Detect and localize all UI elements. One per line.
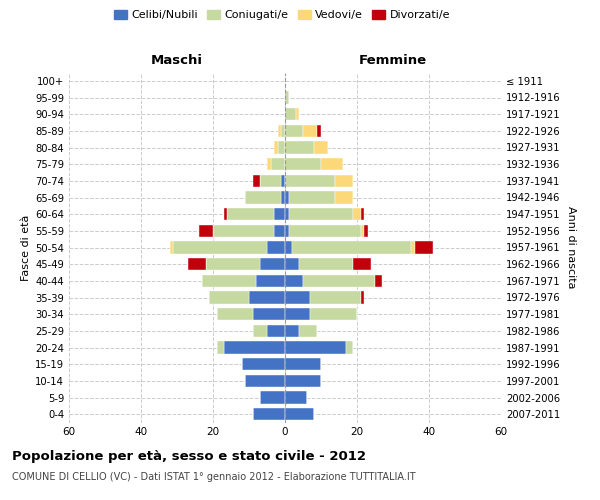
Bar xyxy=(227,208,274,220)
Bar xyxy=(299,324,317,337)
Bar xyxy=(256,274,285,287)
Bar xyxy=(361,224,364,237)
Bar xyxy=(317,124,321,137)
Bar xyxy=(267,158,271,170)
Bar xyxy=(285,341,346,354)
Bar xyxy=(289,208,353,220)
Bar xyxy=(253,174,260,187)
Bar xyxy=(289,224,361,237)
Bar xyxy=(224,341,285,354)
Bar xyxy=(278,124,281,137)
Text: COMUNE DI CELLIO (VC) - Dati ISTAT 1° gennaio 2012 - Elaborazione TUTTITALIA.IT: COMUNE DI CELLIO (VC) - Dati ISTAT 1° ge… xyxy=(12,472,416,482)
Bar xyxy=(260,391,285,404)
Bar xyxy=(411,242,415,254)
Bar xyxy=(303,274,375,287)
Bar xyxy=(285,308,310,320)
Bar xyxy=(249,291,285,304)
Text: Popolazione per età, sesso e stato civile - 2012: Popolazione per età, sesso e stato civil… xyxy=(12,450,366,463)
Bar xyxy=(285,408,314,420)
Bar xyxy=(285,274,303,287)
Bar xyxy=(285,108,296,120)
Bar xyxy=(285,174,335,187)
Bar xyxy=(199,224,213,237)
Text: Femmine: Femmine xyxy=(359,54,427,68)
Bar xyxy=(285,91,289,104)
Bar xyxy=(285,324,299,337)
Bar xyxy=(281,124,285,137)
Bar xyxy=(260,174,281,187)
Bar xyxy=(353,208,361,220)
Bar xyxy=(271,158,285,170)
Bar xyxy=(281,174,285,187)
Bar xyxy=(224,208,227,220)
Bar xyxy=(303,124,317,137)
Bar xyxy=(289,191,335,204)
Bar xyxy=(285,291,310,304)
Bar xyxy=(310,291,361,304)
Bar xyxy=(274,141,278,154)
Bar xyxy=(310,308,357,320)
Bar xyxy=(285,158,321,170)
Bar xyxy=(285,224,289,237)
Bar xyxy=(353,258,371,270)
Bar xyxy=(314,141,328,154)
Bar xyxy=(217,308,253,320)
Bar xyxy=(170,242,173,254)
Bar xyxy=(260,258,285,270)
Bar xyxy=(335,191,353,204)
Bar xyxy=(278,141,285,154)
Bar xyxy=(267,324,285,337)
Bar xyxy=(253,308,285,320)
Bar xyxy=(285,141,314,154)
Bar xyxy=(285,358,321,370)
Bar xyxy=(206,258,260,270)
Bar xyxy=(213,224,274,237)
Bar xyxy=(361,291,364,304)
Bar xyxy=(245,191,281,204)
Bar xyxy=(217,341,224,354)
Bar xyxy=(299,258,353,270)
Bar xyxy=(375,274,382,287)
Bar xyxy=(285,374,321,387)
Bar xyxy=(346,341,353,354)
Bar xyxy=(285,242,292,254)
Bar xyxy=(173,242,267,254)
Bar xyxy=(285,391,307,404)
Legend: Celibi/Nubili, Coniugati/e, Vedovi/e, Divorzati/e: Celibi/Nubili, Coniugati/e, Vedovi/e, Di… xyxy=(109,6,455,25)
Bar xyxy=(274,224,285,237)
Bar xyxy=(292,242,411,254)
Bar xyxy=(285,124,303,137)
Bar xyxy=(285,258,299,270)
Bar xyxy=(296,108,299,120)
Bar xyxy=(202,274,256,287)
Bar xyxy=(245,374,285,387)
Bar xyxy=(267,242,285,254)
Bar xyxy=(209,291,249,304)
Y-axis label: Fasce di età: Fasce di età xyxy=(21,214,31,280)
Bar xyxy=(415,242,433,254)
Y-axis label: Anni di nascita: Anni di nascita xyxy=(566,206,576,288)
Bar xyxy=(364,224,368,237)
Bar xyxy=(285,208,289,220)
Bar xyxy=(253,324,267,337)
Bar xyxy=(285,191,289,204)
Bar xyxy=(242,358,285,370)
Text: Maschi: Maschi xyxy=(151,54,203,68)
Bar xyxy=(281,191,285,204)
Bar xyxy=(253,408,285,420)
Bar xyxy=(361,208,364,220)
Bar xyxy=(321,158,343,170)
Bar xyxy=(335,174,353,187)
Bar xyxy=(274,208,285,220)
Bar xyxy=(188,258,206,270)
